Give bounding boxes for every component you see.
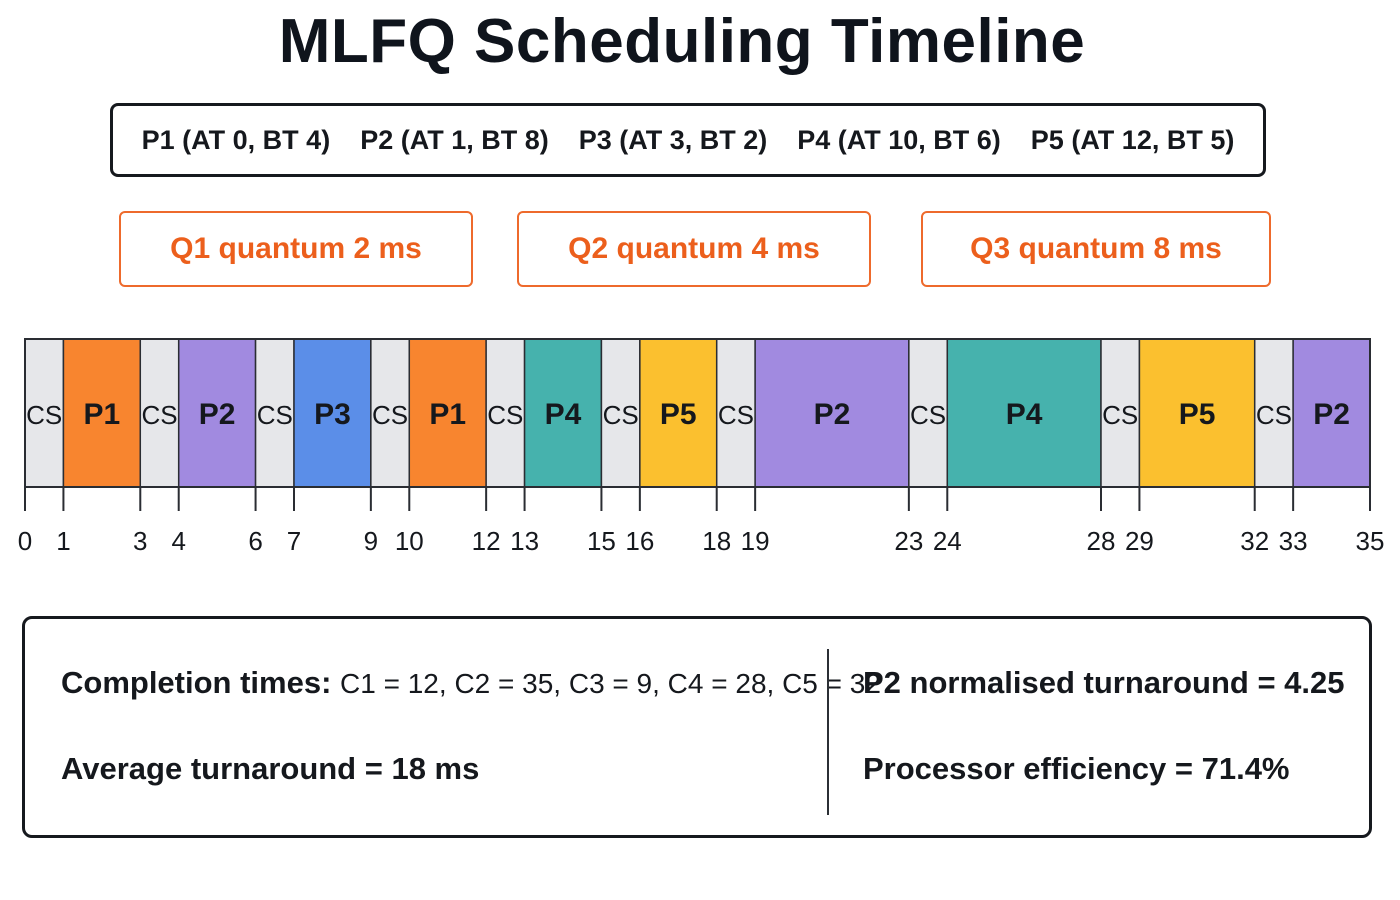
- segment-label: P1: [84, 398, 121, 431]
- process-p1: P1 (AT 0, BT 4): [141, 124, 331, 155]
- segment-bar: [177, 338, 257, 488]
- tick-label-4: 4: [171, 526, 185, 556]
- tick-label-12: 12: [472, 526, 501, 556]
- queue-q2-box: Q2 quantum 4 ms: [517, 211, 871, 287]
- segment-bar: [1253, 338, 1294, 488]
- tick-label-33: 33: [1279, 526, 1308, 556]
- segment-cs-23: CS: [908, 338, 949, 488]
- segment-label: CS: [910, 400, 946, 430]
- tick-label-1: 1: [56, 526, 70, 556]
- segment-cs-28: CS: [1100, 338, 1141, 488]
- tick-label-3: 3: [133, 526, 147, 556]
- segment-label: P4: [1006, 398, 1043, 431]
- tick-label-23: 23: [894, 526, 923, 556]
- segment-p3-7: P3: [293, 338, 372, 488]
- segment-cs-6: CS: [254, 338, 295, 488]
- tick-label-13: 13: [510, 526, 539, 556]
- tick-label-35: 35: [1356, 526, 1385, 556]
- tick-label-15: 15: [587, 526, 616, 556]
- process-p3: P3 (AT 3, BT 2): [578, 124, 768, 155]
- segment-cs-18: CS: [715, 338, 756, 488]
- segment-label: CS: [141, 400, 177, 430]
- process-p2: P2 (AT 1, BT 8): [360, 124, 549, 155]
- segment-cs-12: CS: [485, 338, 526, 488]
- segment-p1-10: P1: [408, 338, 487, 488]
- segment-bar: [1292, 338, 1371, 488]
- segment-label: P2: [1313, 398, 1350, 431]
- segment-label: P4: [545, 398, 582, 431]
- queue-q1-label: Q1 quantum 2 ms: [170, 232, 422, 265]
- completion-times-values: C1 = 12, C2 = 35, C3 = 9, C4 = 28, C5 = …: [340, 668, 881, 699]
- page-title: MLFQ Scheduling Timeline: [278, 7, 1086, 76]
- tick-label-28: 28: [1087, 526, 1116, 556]
- queue-q2-label: Q2 quantum 4 ms: [568, 232, 820, 265]
- segment-label: P5: [1179, 398, 1216, 431]
- segment-cs-32: CS: [1253, 338, 1294, 488]
- tick-label-29: 29: [1125, 526, 1154, 556]
- segment-label: CS: [487, 400, 523, 430]
- summary-box: Completion times: C1 = 12, C2 = 35, C3 =…: [22, 616, 1372, 838]
- summary-divider: [827, 649, 829, 815]
- segment-bar: [1100, 338, 1141, 488]
- segment-label: CS: [26, 400, 62, 430]
- gantt-timeline: CS P1 CS P2 CS P3 CS P1 CS P4 CS P5 CS P2 CS P4 CS P5 CS P2…: [18, 338, 1385, 556]
- segment-p2-19: P2: [754, 338, 910, 488]
- segment-cs-0: CS: [24, 338, 65, 488]
- tick-label-16: 16: [625, 526, 654, 556]
- segment-label: P2: [199, 398, 236, 431]
- tick-label-32: 32: [1240, 526, 1269, 556]
- segment-bar: [523, 338, 603, 488]
- tick-label-0: 0: [18, 526, 32, 556]
- segment-p5-16: P5: [639, 338, 718, 488]
- segment-p4-13: P4: [523, 338, 603, 488]
- segment-p4-24: P4: [946, 338, 1102, 488]
- segment-cs-9: CS: [370, 338, 411, 488]
- segment-label: CS: [257, 400, 293, 430]
- segment-label: P1: [429, 398, 466, 431]
- segment-label: CS: [1102, 400, 1138, 430]
- segment-p2-4: P2: [177, 338, 257, 488]
- segment-cs-15: CS: [600, 338, 641, 488]
- processor-efficiency: Processor efficiency = 71.4%: [863, 751, 1290, 786]
- queue-q3-label: Q3 quantum 8 ms: [970, 232, 1222, 265]
- tick-label-19: 19: [741, 526, 770, 556]
- segment-bar: [408, 338, 487, 488]
- segment-bar: [946, 338, 1102, 488]
- process-p4: P4 (AT 10, BT 6): [797, 124, 1001, 155]
- queue-q1-box: Q1 quantum 2 ms: [119, 211, 473, 287]
- average-turnaround: Average turnaround = 18 ms: [61, 751, 480, 786]
- segment-p5-29: P5: [1138, 338, 1256, 488]
- completion-times: Completion times: C1 = 12, C2 = 35, C3 =…: [61, 665, 881, 701]
- segment-label: CS: [372, 400, 408, 430]
- segment-label: CS: [1256, 400, 1292, 430]
- tick-label-6: 6: [248, 526, 262, 556]
- segment-label: P5: [660, 398, 697, 431]
- tick-label-18: 18: [702, 526, 731, 556]
- segment-bar: [639, 338, 718, 488]
- segment-label: CS: [718, 400, 754, 430]
- p2-normalised-turnaround: P2 normalised turnaround = 4.25: [863, 665, 1345, 700]
- segment-p2-33: P2: [1292, 338, 1371, 488]
- segment-cs-3: CS: [139, 338, 180, 488]
- segment-bar: [1138, 338, 1256, 488]
- segment-p1-1: P1: [62, 338, 142, 488]
- segment-label: P3: [314, 398, 351, 431]
- segment-label: CS: [603, 400, 639, 430]
- process-p5: P5 (AT 12, BT 5): [1030, 124, 1235, 155]
- timeline-border: [24, 338, 1371, 488]
- queue-q3-box: Q3 quantum 8 ms: [921, 211, 1271, 287]
- tick-label-10: 10: [395, 526, 424, 556]
- process-list-box: P1 (AT 0, BT 4) P2 (AT 1, BT 8) P3 (AT 3…: [110, 103, 1266, 177]
- segment-bar: [62, 338, 142, 488]
- tick-label-9: 9: [364, 526, 378, 556]
- completion-times-label: Completion times:: [61, 665, 332, 700]
- tick-label-24: 24: [933, 526, 962, 556]
- segment-label: P2: [814, 398, 851, 431]
- tick-label-7: 7: [287, 526, 301, 556]
- segment-bar: [293, 338, 372, 488]
